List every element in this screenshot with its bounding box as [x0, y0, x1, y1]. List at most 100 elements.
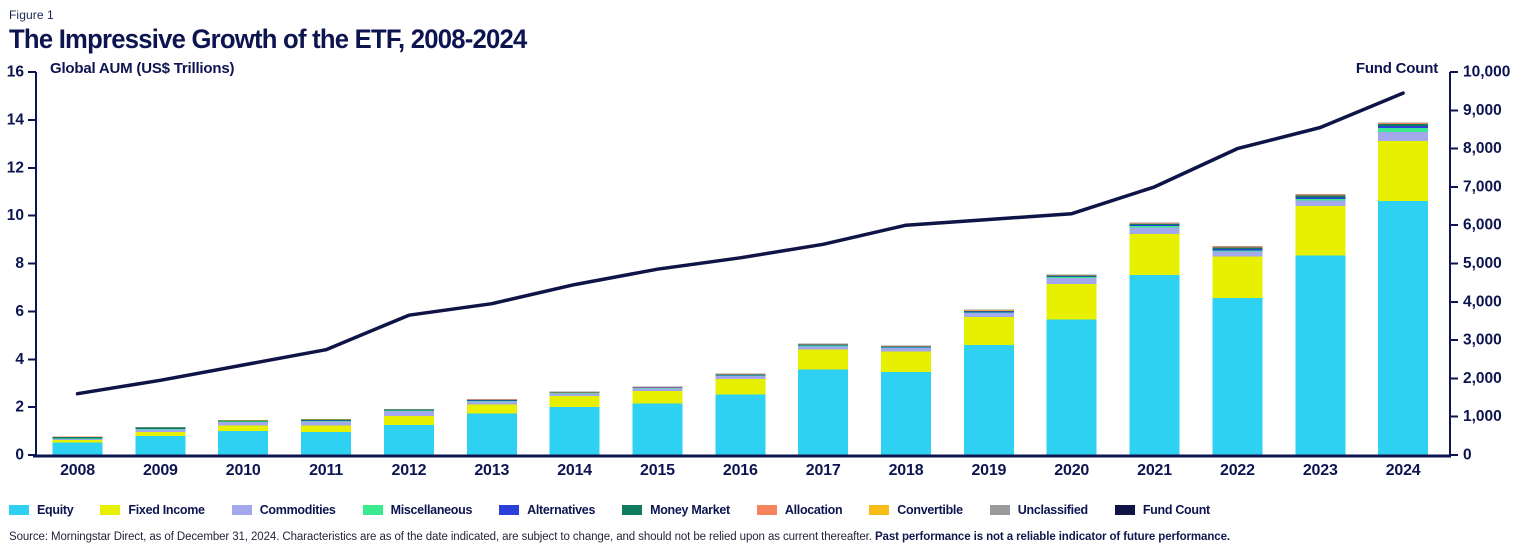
- right-axis-tick-label: 7,000: [1463, 178, 1502, 195]
- bar-segment: [963, 313, 1014, 318]
- fund-count-line: [75, 91, 1405, 396]
- bar-segment: [1378, 140, 1429, 201]
- bar-segment: [135, 429, 186, 432]
- bar-segment: [715, 378, 766, 395]
- bar-segment: [963, 310, 1014, 312]
- legend-swatch: [989, 504, 1010, 515]
- bar-segment: [218, 420, 269, 422]
- source-disclaimer: Past performance is not a reliable indic…: [874, 531, 1230, 543]
- right-axis-tick-label: 3,000: [1463, 332, 1502, 349]
- right-axis-tick-label: 0: [1463, 447, 1472, 464]
- bar-segment: [1295, 255, 1346, 455]
- bar-segment: [881, 346, 931, 348]
- year-label: 2018: [889, 462, 924, 479]
- source-text: Source: Morningstar Direct, as of Decemb…: [9, 531, 875, 543]
- bar-segment: [383, 416, 434, 425]
- bar-segment: [963, 317, 1014, 345]
- legend-item: Allocation: [756, 502, 843, 517]
- legend-swatch: [622, 504, 643, 515]
- bar-segment: [632, 403, 683, 456]
- bar-segment: [52, 436, 103, 439]
- bar-segment: [1212, 246, 1263, 248]
- bar-segment: [1378, 125, 1429, 128]
- bar-segment: [798, 345, 849, 347]
- bar-segment: [383, 424, 434, 455]
- legend-label: Alternatives: [527, 502, 596, 517]
- bar-segment: [1295, 197, 1346, 200]
- bar-segment: [218, 431, 269, 455]
- year-label: 2021: [1137, 462, 1172, 479]
- legend-item: Unclassified: [989, 502, 1088, 517]
- bar-segment: [881, 351, 931, 372]
- left-axis-tick-label: 8: [15, 255, 24, 272]
- page-title: The Impressive Growth of the ETF, 2008-2…: [9, 24, 527, 54]
- bar-segment: [798, 346, 849, 350]
- bar-segment: [632, 390, 683, 404]
- legend-swatch: [231, 504, 252, 515]
- bar-segment: [1129, 222, 1180, 224]
- legend-swatch: [100, 504, 121, 515]
- year-label: 2019: [971, 462, 1006, 479]
- bar-segment: [466, 401, 517, 405]
- bar-segment: [632, 388, 683, 391]
- bar-segment: [1378, 131, 1429, 141]
- source-note: Source: Morningstar Direct, as of Decemb…: [9, 531, 1518, 543]
- bar-segment: [466, 399, 517, 401]
- bar-segment: [549, 407, 600, 456]
- bar-segment: [1295, 195, 1346, 198]
- legend-item: Fund Count: [1114, 503, 1210, 517]
- legend-label: Allocation: [784, 502, 843, 517]
- bar-segment: [1378, 127, 1429, 132]
- legend-swatch: [362, 504, 383, 515]
- right-axis-title: Fund Count: [1356, 60, 1438, 77]
- bar-segment: [135, 427, 186, 429]
- bar-segment: [1046, 276, 1097, 278]
- right-axis-tick-label: 2,000: [1463, 370, 1502, 387]
- bar-segment: [466, 413, 517, 455]
- bar-segment: [798, 349, 849, 370]
- chart-legend: Equity Fixed Income Commodities Miscellaneo…: [9, 502, 1518, 517]
- bar-segment: [1295, 206, 1346, 256]
- legend-label: Commodities: [259, 502, 336, 517]
- right-axis-tick-label: 4,000: [1463, 293, 1502, 310]
- etf-growth-chart: 0 2 4 6 8 10 12 14 16 0 1,000 2,000 3,000 4,000 5,000 6…: [7, 60, 1511, 480]
- year-label: 2017: [806, 462, 841, 479]
- bar-segment: [1129, 233, 1180, 275]
- year-label: 2024: [1386, 462, 1421, 479]
- bar-segment: [1046, 275, 1097, 277]
- bar-segment: [963, 344, 1014, 455]
- legend-swatch: [756, 504, 777, 515]
- year-label: 2009: [143, 462, 178, 479]
- axes-layer: 0 2 4 6 8 10 12 14 16 0 1,000 2,000 3,000 4,000 5,000 6…: [7, 64, 1511, 480]
- bar-segment: [1378, 123, 1429, 126]
- bar-segment: [1129, 225, 1180, 227]
- year-label: 2023: [1303, 462, 1338, 479]
- figure-label: Figure 1: [9, 8, 54, 22]
- bar-segment: [881, 371, 931, 455]
- right-axis-tick-label: 9,000: [1463, 102, 1502, 119]
- bar-segment: [52, 439, 103, 443]
- bar-segment: [1295, 194, 1346, 196]
- bar-segment: [218, 425, 269, 432]
- legend-label: Fixed Income: [128, 502, 205, 517]
- bar-segment: [1129, 227, 1180, 234]
- bar-segment: [1212, 251, 1263, 257]
- bar-segment: [1378, 200, 1429, 455]
- bar-segment: [1129, 223, 1180, 225]
- bar-segment: [466, 404, 517, 414]
- bar-segment: [1378, 122, 1429, 124]
- left-axis-tick-label: 12: [7, 159, 24, 176]
- legend-label: Equity: [37, 502, 74, 517]
- bar-segment: [135, 431, 186, 436]
- bar-segment: [1295, 193, 1346, 195]
- bar-segment: [301, 419, 351, 421]
- bar-segment: [301, 432, 351, 455]
- bar-segment: [1212, 248, 1263, 251]
- bar-segment: [1046, 284, 1097, 320]
- stacked-bars-layer: [52, 122, 1429, 456]
- legend-label: Unclassified: [1017, 502, 1088, 517]
- legend-item: Convertible: [869, 503, 963, 517]
- bar-segment: [963, 310, 1014, 311]
- bar-segment: [798, 369, 849, 455]
- right-axis-tick-label: 10,000: [1463, 64, 1510, 81]
